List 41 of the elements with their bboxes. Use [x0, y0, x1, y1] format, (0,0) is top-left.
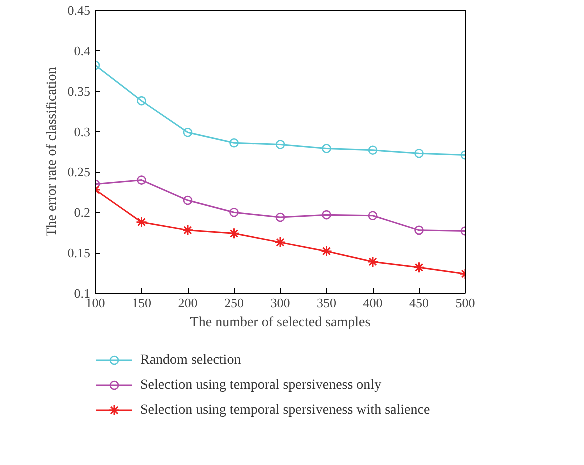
x-tick-label: 400	[363, 296, 383, 310]
y-tick-label: 0.35	[68, 84, 90, 99]
legend-label: Random selection	[140, 353, 242, 368]
point	[276, 212, 286, 222]
point	[322, 210, 332, 220]
point	[230, 208, 239, 218]
point	[182, 224, 194, 236]
point	[368, 211, 378, 221]
x-tick-label: 250	[224, 296, 244, 310]
point	[321, 246, 332, 258]
point	[230, 138, 239, 148]
x-tick-label: 150	[132, 296, 152, 310]
y-tick-label: 0.4	[74, 43, 91, 58]
x-tick-label: 350	[317, 296, 336, 310]
point	[322, 144, 332, 154]
x-tick-label: 300	[270, 296, 290, 310]
x-axis-title: The number of selected samples	[190, 316, 371, 330]
point	[367, 256, 379, 268]
legend-label: Selection using temporal spersiveness only	[140, 378, 382, 393]
y-tick-label: 0.25	[68, 164, 90, 180]
point	[183, 196, 193, 206]
y-tick-label: 0.15	[68, 246, 90, 261]
point	[414, 262, 425, 274]
point	[274, 236, 286, 248]
point	[276, 140, 286, 150]
point	[137, 176, 146, 185]
x-tick-label: 200	[178, 296, 198, 310]
y-axis-title: The error rate of classification	[44, 67, 60, 237]
x-tick-label: 450	[410, 296, 429, 310]
point	[137, 96, 146, 106]
x-tick-label: 500	[456, 296, 476, 310]
point	[136, 216, 148, 228]
point	[368, 146, 378, 156]
point	[183, 128, 193, 138]
y-tick-label: 0.45	[68, 3, 90, 18]
y-tick-label: 0.3	[74, 124, 90, 140]
y-tick-label: 0.2	[74, 205, 90, 220]
point	[228, 228, 240, 240]
point	[414, 148, 424, 158]
legend-label: Selection using temporal spersiveness with salience	[140, 403, 430, 418]
point	[414, 226, 424, 236]
